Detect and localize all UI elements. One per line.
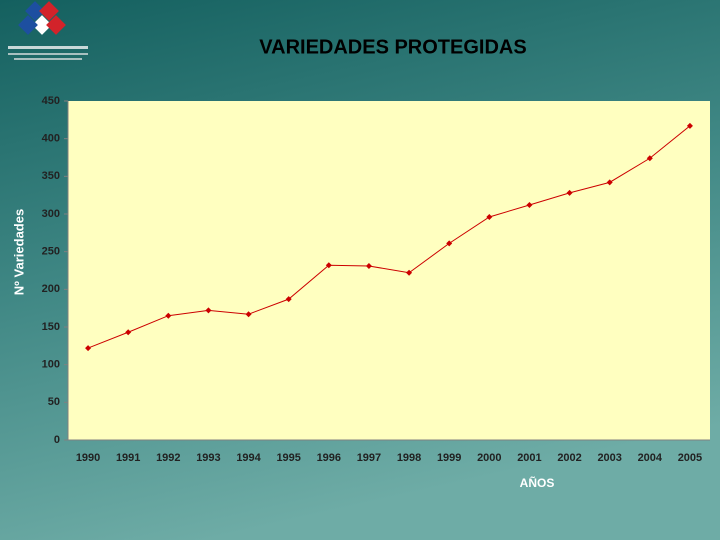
y-tick-label: 450	[42, 95, 60, 107]
x-tick-label: 1998	[397, 452, 421, 464]
line	[87, 125, 691, 349]
marker	[486, 214, 493, 221]
y-tick-label: 250	[42, 246, 60, 258]
y-axis-title: Nº Variedades	[11, 209, 26, 295]
marker	[205, 307, 212, 314]
marker	[245, 311, 252, 318]
y-tick-label: 50	[48, 396, 60, 408]
x-tick-label: 1997	[357, 452, 381, 464]
x-tick-label: 2004	[638, 452, 663, 464]
x-axis-title: AÑOS	[520, 475, 555, 490]
x-tick-label: 2002	[557, 452, 581, 464]
x-tick-label: 1996	[317, 452, 341, 464]
marker	[285, 296, 292, 303]
plot-area	[68, 101, 710, 440]
y-tick-label: 0	[54, 434, 60, 446]
marker	[686, 122, 693, 129]
y-tick-label: 150	[42, 321, 60, 333]
x-tick-label: 2003	[597, 452, 621, 464]
x-tick-label: 1991	[116, 452, 140, 464]
marker	[325, 262, 332, 269]
y-tick-label: 300	[42, 208, 60, 220]
marker	[165, 312, 172, 319]
marker	[446, 240, 453, 247]
marker	[566, 189, 573, 196]
marker	[125, 329, 132, 336]
x-tick-label: 2000	[477, 452, 501, 464]
x-tick-label: 1994	[236, 452, 261, 464]
marker	[646, 155, 653, 162]
x-tick-label: 2005	[678, 452, 702, 464]
x-tick-label: 1995	[276, 452, 300, 464]
y-tick-label: 350	[42, 170, 60, 182]
y-tick-label: 400	[42, 133, 60, 145]
marker	[85, 345, 92, 352]
y-tick-label: 100	[42, 359, 60, 371]
chart-title: VARIEDADES PROTEGIDAS	[259, 36, 526, 58]
x-tick-label: 2001	[517, 452, 541, 464]
y-tick-label: 200	[42, 283, 60, 295]
marker	[606, 179, 613, 186]
x-tick-label: 1993	[196, 452, 220, 464]
x-tick-label: 1990	[76, 452, 100, 464]
marker	[406, 269, 413, 276]
marker	[365, 262, 372, 269]
x-tick-label: 1992	[156, 452, 180, 464]
marker	[526, 201, 533, 208]
x-tick-label: 1999	[437, 452, 461, 464]
